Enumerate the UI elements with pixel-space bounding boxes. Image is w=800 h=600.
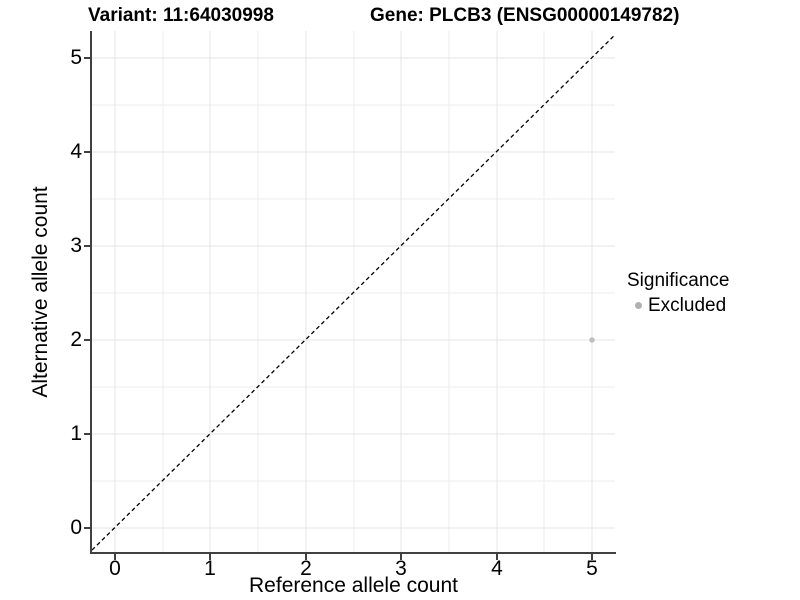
x-tick-mark: [591, 554, 593, 560]
legend-item-excluded: Excluded: [627, 294, 729, 317]
grid-major-lines: [92, 31, 615, 552]
y-tick-label: 0: [70, 516, 82, 539]
y-tick-mark: [84, 245, 90, 247]
y-tick-mark: [84, 57, 90, 59]
x-tick-mark: [400, 554, 402, 560]
y-tick-mark: [84, 527, 90, 529]
x-tick-label: 2: [300, 557, 312, 580]
x-tick-mark: [496, 554, 498, 560]
x-axis-title: Reference allele count: [249, 574, 458, 597]
x-tick-mark: [114, 554, 116, 560]
plot-title-variant: Variant: 11:64030998: [88, 5, 274, 26]
y-tick-mark: [84, 151, 90, 153]
plot-canvas: [92, 31, 615, 552]
y-tick-label: 4: [70, 140, 82, 163]
y-tick-label: 5: [70, 46, 82, 69]
x-tick-label: 4: [491, 557, 503, 580]
x-tick-mark: [305, 554, 307, 560]
x-axis-line: [90, 552, 616, 554]
y-tick-label: 1: [70, 422, 82, 445]
y-axis-title: Alternative allele count: [29, 186, 52, 398]
y-tick-mark: [84, 339, 90, 341]
y-tick-label: 2: [70, 328, 82, 351]
legend: Significance Excluded: [627, 269, 729, 317]
grid-minor-lines: [92, 31, 615, 552]
legend-item-label: Excluded: [648, 295, 727, 316]
x-tick-label: 3: [395, 557, 407, 580]
x-tick-label: 1: [204, 557, 216, 580]
y-axis-line: [90, 31, 92, 554]
y-tick-mark: [84, 433, 90, 435]
data-point-excluded: [589, 337, 595, 343]
x-tick-label: 0: [109, 557, 121, 580]
plot-panel: [92, 31, 615, 552]
x-tick-mark: [209, 554, 211, 560]
y-tick-label: 3: [70, 234, 82, 257]
plot-title-gene: Gene: PLCB3 (ENSG00000149782): [370, 5, 680, 26]
x-tick-label: 5: [586, 557, 598, 580]
legend-title: Significance: [627, 270, 730, 291]
legend-point-icon: [635, 302, 642, 309]
